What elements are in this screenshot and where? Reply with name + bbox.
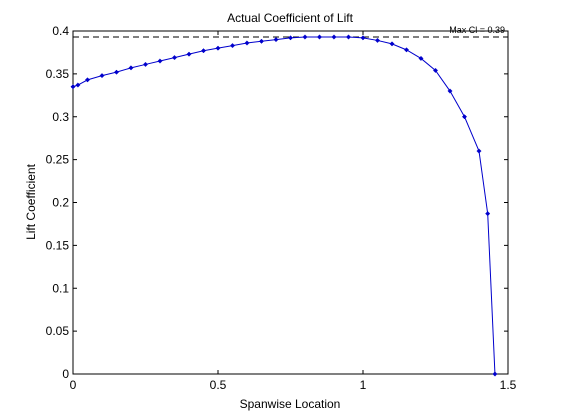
x-tick-label: 0.5 [210,378,227,392]
data-point [186,51,192,57]
y-tick-label: 0 [62,367,69,381]
data-point [200,48,207,54]
data-point [99,73,105,79]
x-tick-label: 0 [70,378,77,392]
data-point [447,88,453,94]
data-point [389,41,395,47]
y-tick-label: 0.25 [46,153,70,167]
data-point [302,34,308,40]
data-point [432,67,439,73]
data-point [485,211,491,217]
data-point [345,34,352,40]
data-point [84,77,91,83]
data-point [215,45,221,51]
data-point [113,69,120,75]
data-point [142,61,149,67]
y-tick-label: 0.4 [52,24,69,38]
data-point [476,148,482,154]
data-point [128,65,134,71]
series-layer [70,34,498,377]
data-point [229,43,236,49]
y-axis-label: Lift Coefficient [24,163,38,239]
y-tick-label: 0.2 [52,196,69,210]
data-point [374,37,381,43]
data-point [316,34,323,40]
data-point [461,114,468,120]
data-point [418,55,424,61]
data-point [258,38,265,44]
reference-line-annotation: Max Cl = 0.39 [449,25,505,35]
x-axis-label: Spanwise Location [240,397,341,411]
data-point [70,84,76,90]
data-point [244,40,250,46]
data-point [287,35,294,41]
data-point [331,34,337,40]
y-tick-label: 0.3 [52,110,69,124]
data-point [171,55,178,61]
y-tick-label: 0.35 [46,67,70,81]
data-point [75,82,81,88]
series-line [72,36,496,375]
data-point [360,35,366,41]
x-tick-label: 1 [360,378,367,392]
chart-title: Actual Coefficient of Lift [227,11,354,25]
data-point [273,37,279,43]
x-tick-label: 1.5 [500,378,517,392]
data-point [492,371,498,377]
data-point [157,58,163,64]
y-tick-label: 0.15 [46,238,70,252]
plot-area [72,30,509,375]
data-point [403,47,410,53]
y-tick-label: 0.1 [52,281,69,295]
y-tick-label: 0.05 [46,324,70,338]
tick-layer: 0 0.5 1 1.5 0 0.05 0.1 0.15 0.2 0.25 0.3 0.35 0.4 [46,24,517,392]
